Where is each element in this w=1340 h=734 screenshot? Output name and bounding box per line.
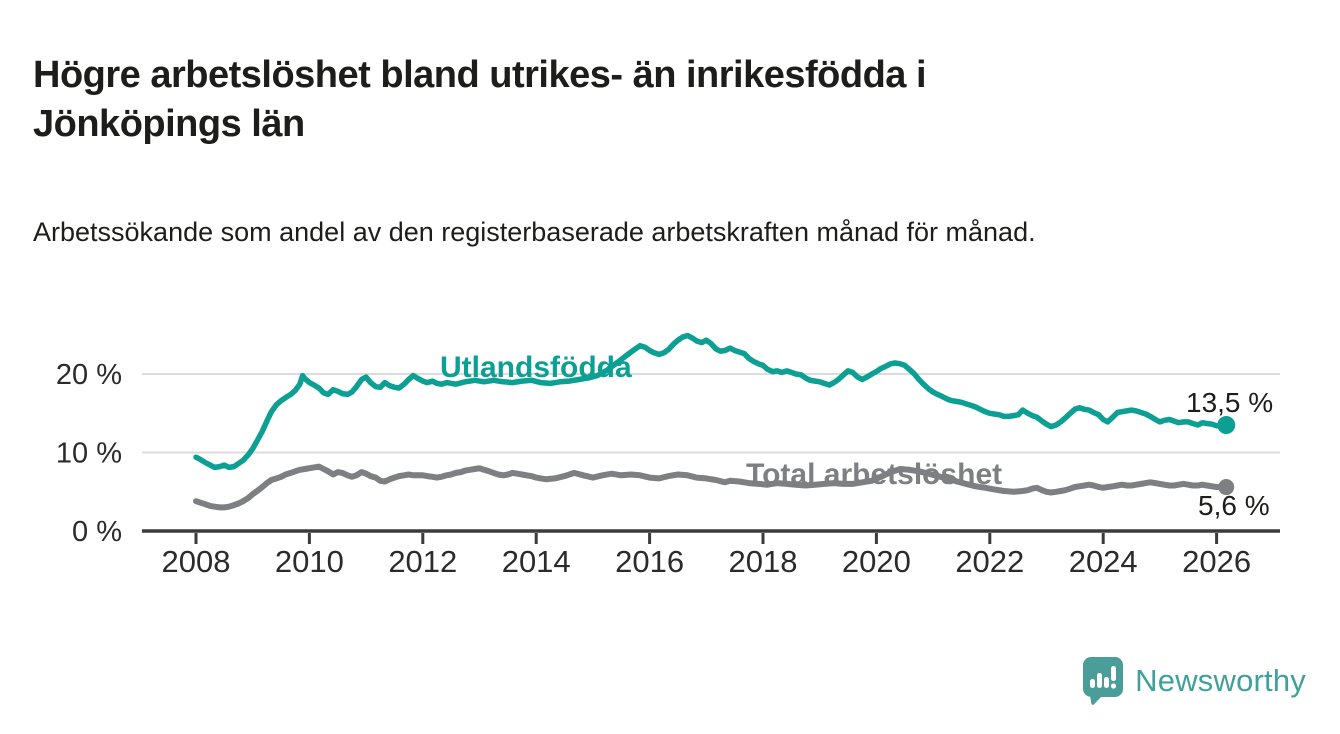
y-tick-label: 0 % (72, 516, 122, 548)
series-label: Utlandsfödda (440, 351, 632, 384)
series-end-value: 5,6 % (1198, 490, 1270, 521)
chart-area: 2008 2010 2012 2014 2016 2018 2020 2022 2024 2026… (0, 295, 1340, 625)
y-tick-label: 20 % (56, 359, 122, 391)
x-tick-label: 2016 (615, 544, 684, 579)
x-tick-label: 2008 (162, 544, 231, 579)
logo-exclamation (1111, 666, 1117, 681)
line-chart: 2008 2010 2012 2014 2016 2018 2020 2022 2024 2026… (56, 332, 1280, 579)
y-tick-label: 10 % (56, 438, 122, 470)
page-subtitle: Arbetssökande som andel av den registerb… (33, 217, 1036, 247)
newsworthy-logo-icon (1083, 657, 1124, 705)
x-tick-label: 2020 (842, 544, 911, 579)
x-tick-label: 2010 (275, 544, 344, 579)
series-end-dot (1217, 416, 1236, 435)
logo-bars (1090, 666, 1117, 689)
series-end-dot (1218, 479, 1235, 496)
series-line-utlandsfodda (193, 332, 1229, 471)
series-line-total (193, 463, 1230, 511)
x-tick-label: 2012 (388, 544, 457, 579)
x-tick-label: 2022 (955, 544, 1024, 579)
logo-exclamation-dot (1111, 683, 1117, 689)
page-title: Högre arbetslöshet bland utrikes- än inr… (33, 54, 927, 146)
series-end-value: 13,5 % (1186, 387, 1273, 418)
x-tick-label: 2026 (1182, 544, 1251, 579)
x-tick-label: 2024 (1069, 544, 1138, 579)
newsworthy-branding: Newsworthy (1081, 656, 1306, 706)
brand-name: Newsworthy (1135, 663, 1306, 698)
series-label: Total arbetslöshet (746, 458, 1002, 491)
x-tick-label: 2018 (729, 544, 798, 579)
logo-bubble (1083, 657, 1124, 705)
x-tick-label: 2014 (502, 544, 571, 579)
